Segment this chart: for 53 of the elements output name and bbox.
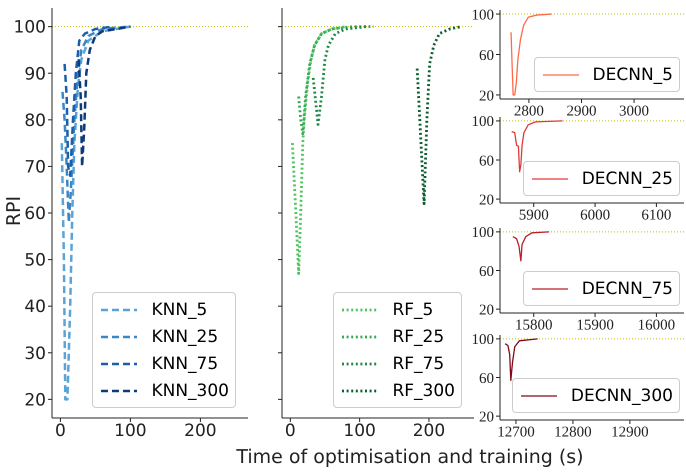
x-tick-label: 0 bbox=[54, 421, 66, 442]
y-tick-label: 100 bbox=[472, 7, 494, 24]
x-tick-label: 100 bbox=[114, 421, 147, 442]
y-tick-label: 20 bbox=[479, 302, 494, 318]
y-tick-label: 60 bbox=[24, 204, 46, 224]
y-tick-label: 20 bbox=[24, 390, 46, 410]
x-tick-label: 6000 bbox=[580, 208, 610, 224]
y-tick-label: 100 bbox=[472, 114, 494, 130]
x-tick-label: 15900 bbox=[576, 318, 614, 334]
x-tick-label: 100 bbox=[343, 421, 376, 442]
y-axis-title: RPI bbox=[3, 194, 25, 228]
y-tick-label: 70 bbox=[24, 157, 46, 178]
y-tick-label: 90 bbox=[24, 64, 46, 84]
y-tick-label: 100 bbox=[14, 18, 46, 38]
legend-label: DECNN_25 bbox=[582, 168, 673, 188]
legend-label: DECNN_75 bbox=[582, 278, 673, 298]
y-tick-label: 30 bbox=[24, 344, 46, 364]
y-tick-label: 20 bbox=[479, 88, 494, 104]
x-axis-title: Time of optimisation and training (s) bbox=[235, 446, 585, 468]
legend-label: RF_25 bbox=[392, 326, 444, 346]
x-tick-label: 12900 bbox=[611, 424, 649, 441]
x-tick-label: 0 bbox=[284, 421, 296, 442]
x-tick-label: 2800 bbox=[514, 104, 544, 120]
x-tick-label: 200 bbox=[184, 421, 217, 442]
y-tick-label: 60 bbox=[479, 264, 494, 280]
x-tick-label: 6100 bbox=[641, 208, 672, 224]
legend-label: DECNN_5 bbox=[592, 64, 673, 84]
legend-label: RF_300 bbox=[392, 380, 455, 400]
y-tick-label: 20 bbox=[479, 409, 494, 426]
y-tick-label: 60 bbox=[479, 153, 494, 170]
legend-label: KNN_5 bbox=[151, 300, 208, 320]
y-tick-label: 40 bbox=[24, 297, 46, 318]
y-tick-label: 60 bbox=[479, 370, 494, 387]
legend-label: DECNN_300 bbox=[570, 386, 673, 406]
x-tick-label: 16000 bbox=[638, 318, 676, 334]
y-tick-label: 50 bbox=[24, 250, 46, 271]
y-tick-label: 60 bbox=[479, 48, 494, 64]
x-tick-label: 5900 bbox=[518, 208, 549, 224]
legend-label: KNN_25 bbox=[151, 326, 218, 346]
x-tick-label: 12700 bbox=[497, 424, 535, 441]
y-tick-label: 20 bbox=[479, 192, 494, 208]
x-tick-label: 12800 bbox=[554, 424, 592, 441]
y-tick-label: 80 bbox=[24, 110, 46, 131]
legend-label: KNN_300 bbox=[151, 380, 229, 400]
legend-label: KNN_75 bbox=[151, 354, 218, 374]
x-tick-label: 15800 bbox=[514, 318, 552, 334]
x-tick-label: 2900 bbox=[566, 104, 596, 120]
x-tick-label: 3000 bbox=[619, 104, 650, 120]
x-tick-label: 200 bbox=[412, 421, 446, 442]
y-tick-label: 100 bbox=[472, 332, 494, 348]
legend-label: RF_75 bbox=[392, 354, 444, 374]
legend-label: RF_5 bbox=[392, 300, 434, 320]
y-tick-label: 100 bbox=[472, 225, 494, 242]
